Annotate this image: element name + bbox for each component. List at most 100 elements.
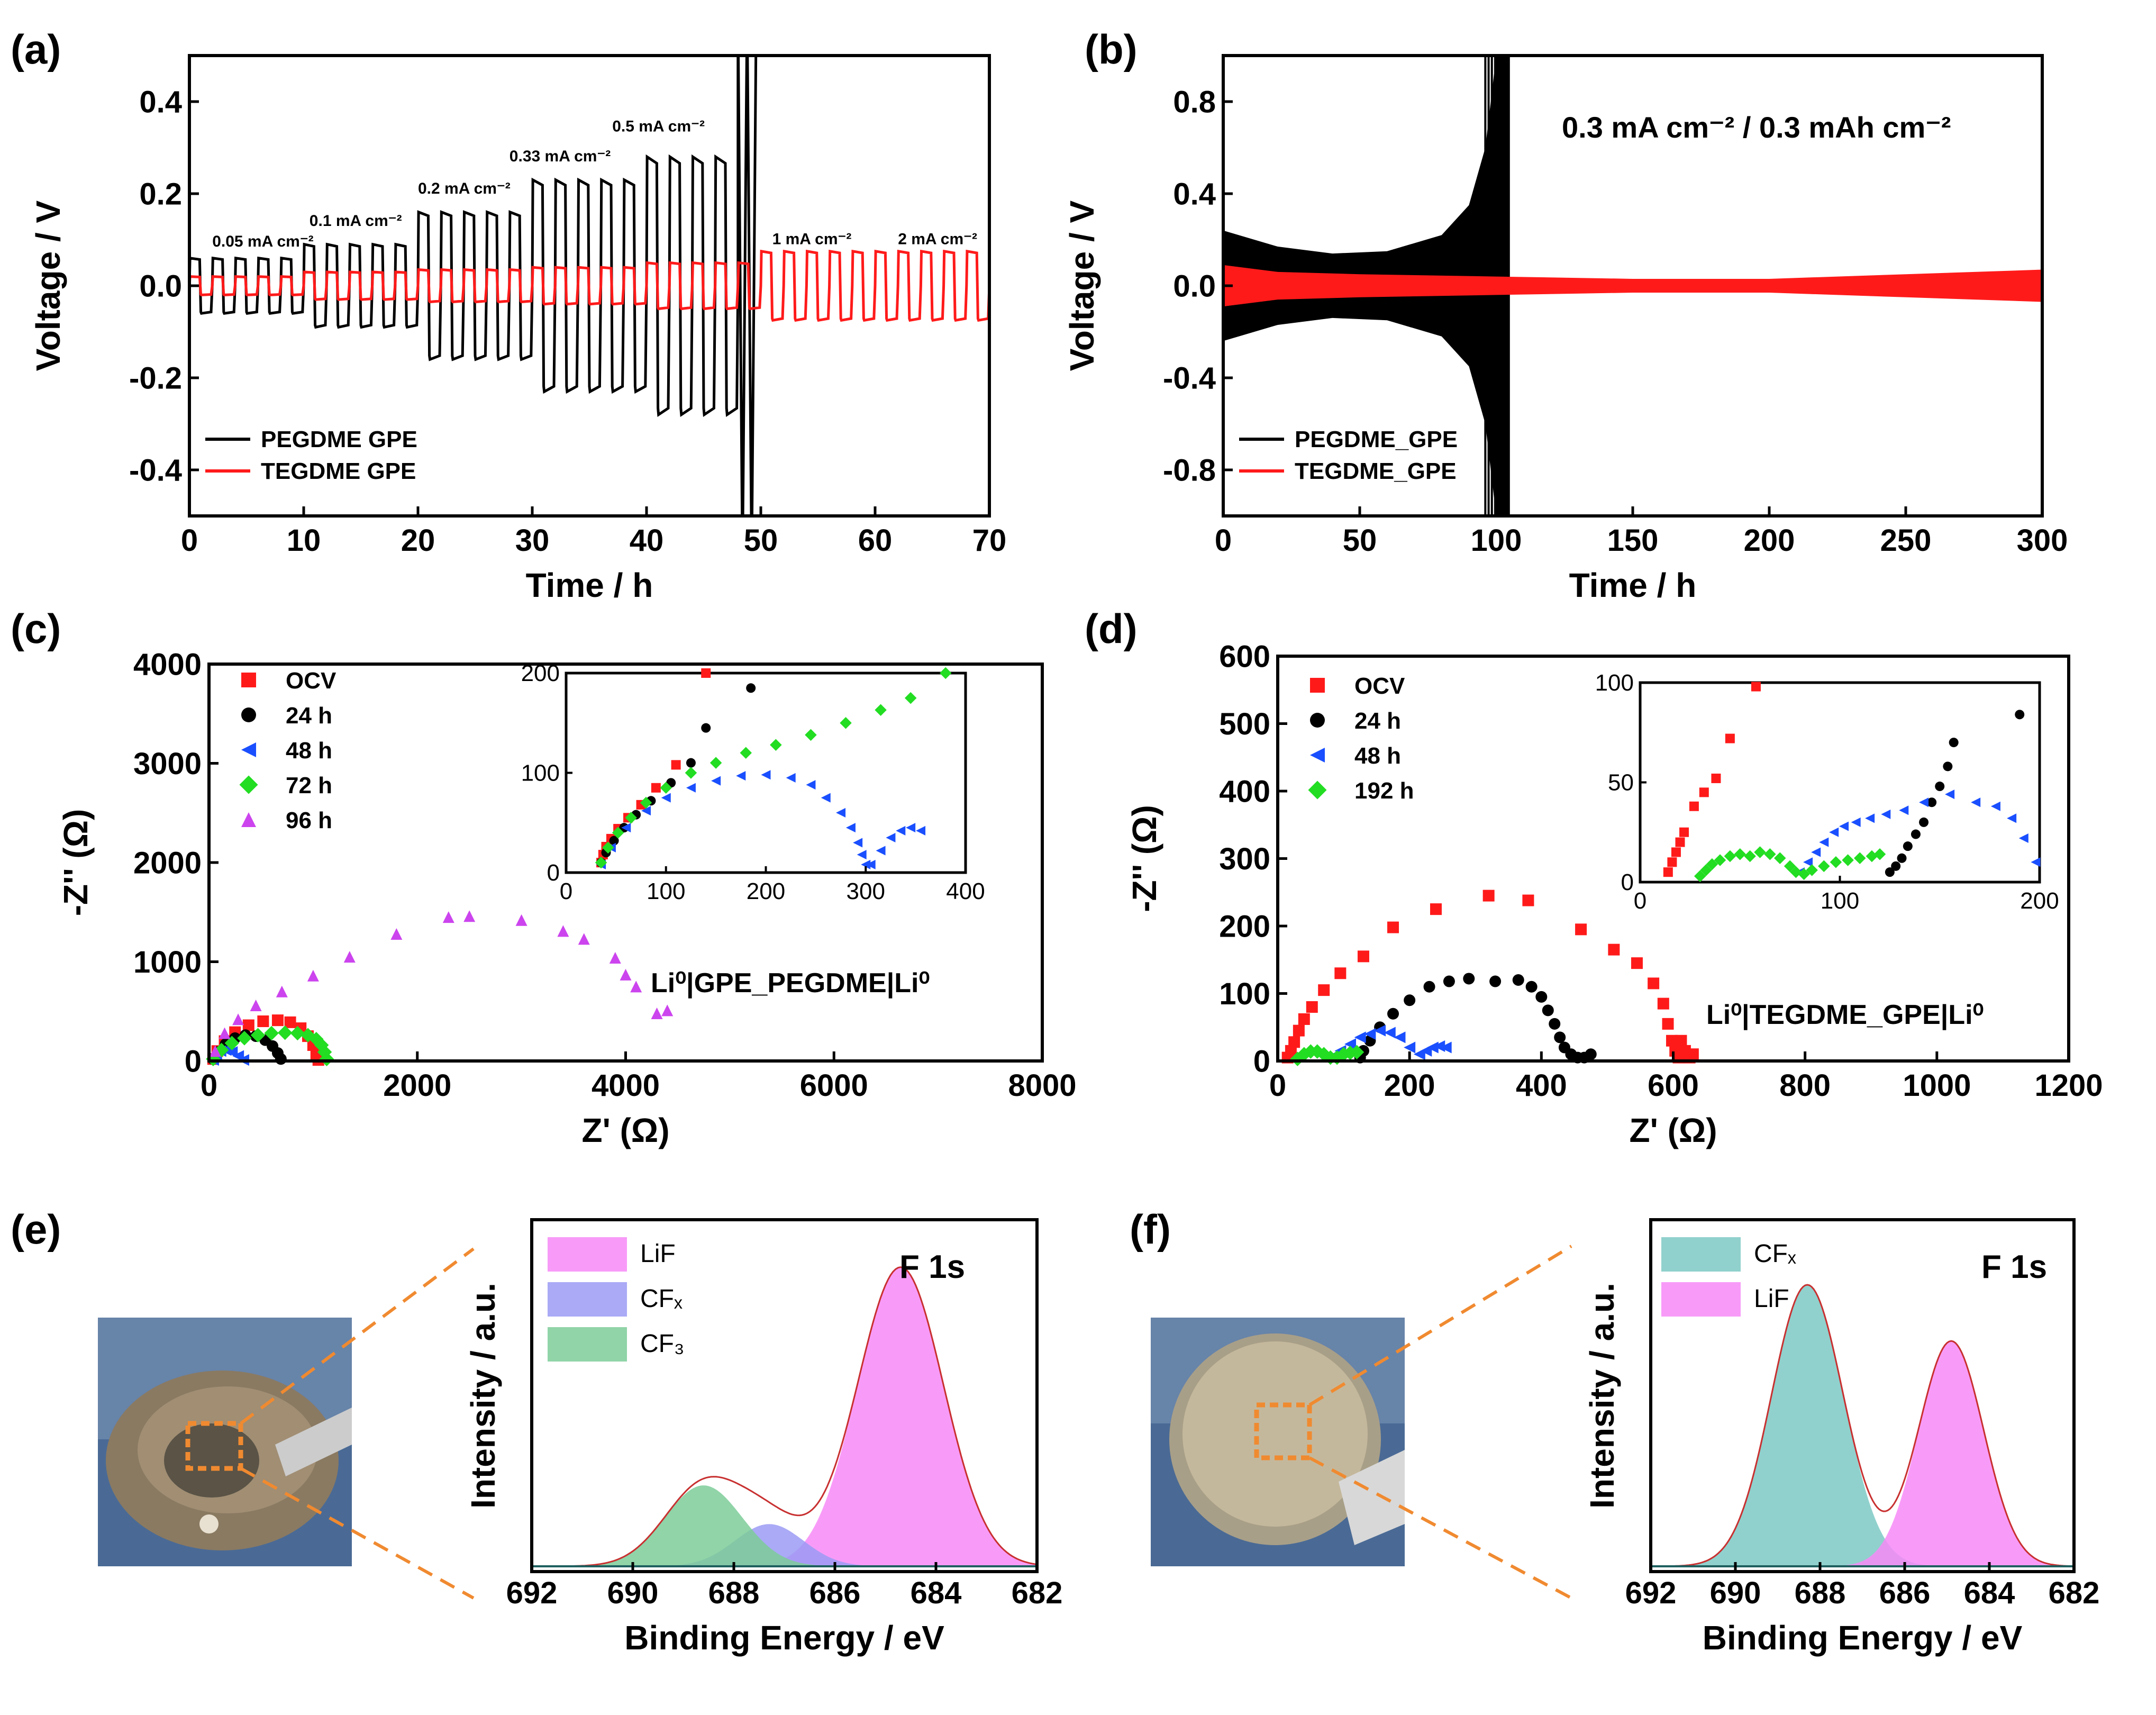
- marker-diamond: [1798, 868, 1810, 881]
- marker-square: [1430, 903, 1442, 915]
- marker-diamond: [239, 775, 258, 794]
- inset-series-24-h: [1885, 710, 2025, 877]
- legend-label: CFₓ: [1754, 1240, 1796, 1268]
- marker-triangle-left: [1310, 748, 1325, 763]
- marker-square: [257, 1015, 269, 1027]
- current-density-annotation: 0.1 mA cm⁻²: [310, 212, 402, 230]
- x-tick-label: 0: [1215, 523, 1232, 558]
- x-tick-label: 1200: [2034, 1068, 2103, 1103]
- marker-circle: [1554, 1031, 1566, 1043]
- panel-label-e: (e): [11, 1206, 61, 1253]
- marker-triangle-left: [1865, 813, 1875, 823]
- marker-diamond: [250, 1028, 266, 1042]
- x-tick-label: 1000: [1903, 1068, 1971, 1103]
- marker-triangle-left: [1971, 797, 1981, 807]
- marker-diamond: [770, 739, 782, 751]
- inset-x-tick-label: 300: [847, 878, 885, 904]
- y-tick-label: 200: [1219, 909, 1270, 943]
- marker-triangle-up: [630, 981, 642, 993]
- marker-diamond: [1724, 850, 1736, 863]
- marker-circle: [1585, 1048, 1597, 1060]
- current-density-annotation: 0.5 mA cm⁻²: [612, 118, 705, 135]
- x-axis-label: Time / h: [1569, 566, 1697, 604]
- marker-square: [1285, 1045, 1297, 1057]
- y-tick-label: 0.2: [139, 177, 182, 211]
- marker-triangle-left: [1354, 1031, 1366, 1043]
- x-axis-label: Binding Energy / eV: [1703, 1619, 2023, 1657]
- marker-circle: [1943, 761, 1953, 772]
- marker-square: [1310, 678, 1325, 693]
- y-axis-label: Intensity / a.u.: [464, 1283, 502, 1509]
- x-tick-label: 692: [506, 1576, 558, 1610]
- marker-circle: [1525, 981, 1538, 993]
- peak-cfx: [1651, 1285, 2074, 1567]
- photo-f-lithium-electrode: [1151, 1318, 1405, 1566]
- fit-envelope: [532, 1266, 1038, 1567]
- marker-diamond: [640, 796, 652, 809]
- panel-label-a: (a): [11, 26, 61, 72]
- fit-envelope: [1651, 1284, 2075, 1567]
- marker-square: [651, 783, 661, 793]
- marker-diamond: [1714, 854, 1726, 866]
- marker-diamond: [940, 667, 952, 679]
- y-axis-label: Voltage / V: [29, 200, 67, 371]
- marker-circle: [1897, 853, 1907, 863]
- inset-series-192-h: [1694, 846, 1886, 882]
- marker-diamond: [1790, 866, 1802, 878]
- marker-triangle-left: [641, 806, 651, 816]
- y-tick-label: 300: [1219, 842, 1270, 876]
- marker-circle: [1387, 1008, 1399, 1020]
- legend-label: LiF: [1754, 1285, 1789, 1313]
- inset-y-tick-label: 0: [1621, 869, 1634, 895]
- x-tick-label: 692: [1625, 1576, 1677, 1610]
- marker-square: [1657, 997, 1669, 1010]
- marker-triangle-left: [2018, 833, 2028, 843]
- marker-triangle-left: [1384, 1027, 1396, 1039]
- x-tick-label: 686: [809, 1576, 861, 1610]
- marker-circle: [1443, 975, 1455, 987]
- marker-circle: [1404, 994, 1416, 1006]
- marker-diamond: [740, 747, 752, 759]
- marker-triangle-left: [1829, 827, 1839, 837]
- current-density-annotation: 0.05 mA cm⁻²: [212, 233, 313, 250]
- x-axis-label: Z' (Ω): [581, 1111, 669, 1149]
- x-axis-label: Time / h: [526, 566, 653, 604]
- marker-square: [1482, 890, 1495, 902]
- legend-label: 96 h: [286, 807, 332, 833]
- marker-circle: [609, 836, 619, 846]
- y-tick-label: 0.0: [1173, 269, 1216, 303]
- marker-triangle-left: [1919, 797, 1929, 807]
- x-tick-label: 300: [2017, 523, 2068, 558]
- marker-diamond: [612, 827, 624, 839]
- marker-triangle-left: [821, 793, 831, 803]
- marker-triangle-left: [806, 780, 816, 790]
- legend-label: 24 h: [1354, 708, 1401, 734]
- x-tick-label: 600: [1648, 1068, 1699, 1103]
- marker-square: [1522, 894, 1534, 906]
- x-tick-label: 150: [1607, 523, 1659, 558]
- marker-square: [701, 668, 711, 678]
- marker-triangle-up: [557, 925, 569, 937]
- marker-square: [1667, 857, 1677, 867]
- x-tick-label: 200: [1744, 523, 1795, 558]
- marker-circle: [686, 758, 696, 768]
- marker-triangle-left: [1433, 1040, 1445, 1052]
- x-tick-label: 400: [1516, 1068, 1567, 1103]
- marker-diamond: [319, 1051, 334, 1066]
- x-tick-label: 800: [1779, 1068, 1831, 1103]
- marker-diamond: [625, 812, 637, 824]
- peak-lif: [1651, 1341, 2074, 1567]
- marker-square: [271, 1014, 284, 1027]
- cell-configuration-label: Li⁰|GPE_PEGDME|Li⁰: [651, 968, 930, 999]
- marker-triangle-up: [307, 969, 319, 982]
- marker-triangle-left: [1374, 1024, 1386, 1037]
- marker-circle: [1549, 1018, 1561, 1030]
- marker-triangle-left: [686, 783, 696, 793]
- marker-triangle-left: [1811, 847, 1821, 857]
- legend-label: OCV: [286, 668, 336, 694]
- y-tick-label: 4000: [133, 647, 202, 682]
- marker-triangle-left: [661, 793, 671, 803]
- marker-diamond: [1842, 854, 1854, 866]
- spectrum-title: F 1s: [1981, 1249, 2047, 1285]
